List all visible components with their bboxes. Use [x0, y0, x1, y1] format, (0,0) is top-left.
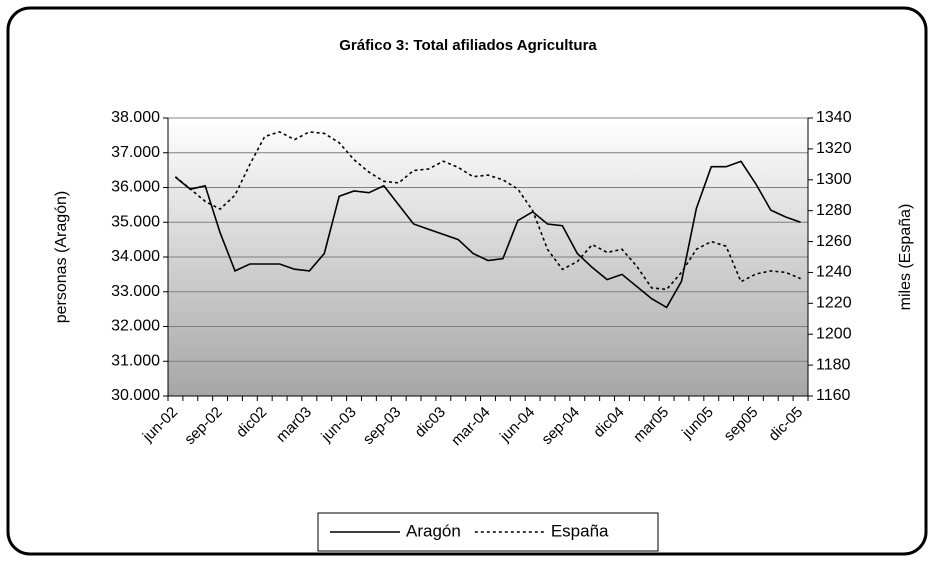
- series-line: [174, 131, 801, 291]
- y-tick-label: 34.000: [111, 248, 160, 265]
- y2-tick-label: 1300: [816, 171, 852, 188]
- chart-title: Gráfico 3: Total afiliados Agricultura: [339, 37, 597, 54]
- y2-tick-label: 1220: [816, 295, 852, 312]
- y-tick-label: 38.000: [111, 109, 160, 126]
- y2-tick-label: 1200: [816, 325, 852, 342]
- y2-tick-label: 1160: [816, 387, 851, 404]
- legend-items: Aragón España: [330, 521, 609, 540]
- series-line: [174, 160, 801, 309]
- y2-tick-label: 1180: [816, 356, 851, 373]
- y2-tick-label: 1240: [816, 264, 852, 281]
- y-tick-label: 31.000: [111, 352, 160, 369]
- y2-tick-label: 1260: [816, 233, 852, 250]
- y-axis-title: personas (Aragón): [53, 191, 70, 324]
- y-tick-label: 33.000: [111, 283, 160, 300]
- y-tick-label: 32.000: [111, 318, 160, 335]
- y-tick-label: 30.000: [111, 387, 160, 404]
- y-tick-label: 37.000: [111, 144, 160, 161]
- legend-label: Aragón: [406, 521, 461, 540]
- legend-label: España: [551, 521, 609, 540]
- y2-tick-label: 1340: [816, 109, 852, 126]
- grid: [168, 117, 808, 397]
- y2-tick-label: 1320: [816, 140, 852, 157]
- y-tick-label: 35.000: [111, 213, 160, 230]
- y2-tick-label: 1280: [816, 202, 852, 219]
- y-tick-label: 36.000: [111, 179, 160, 196]
- lines: [174, 131, 801, 309]
- y2-axis-title: miles (España): [897, 204, 914, 311]
